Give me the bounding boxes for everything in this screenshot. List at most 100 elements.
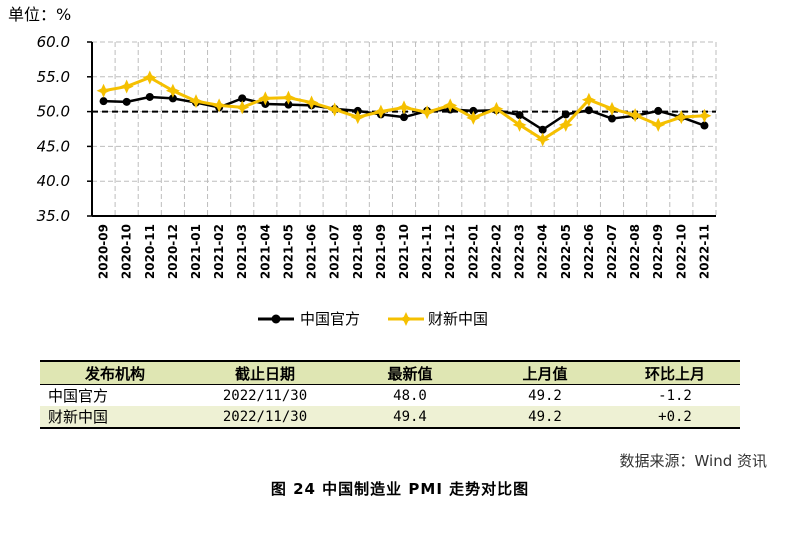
x-tick-label: 2020-12 [166,224,180,279]
x-tick-label: 2021-12 [443,224,457,279]
data-point [122,97,131,106]
data-point [373,104,388,119]
x-tick-label: 2021-09 [374,224,388,279]
data-point [142,70,157,85]
header-date: 截止日期 [190,360,340,385]
data-point [99,97,108,106]
data-point [466,110,481,125]
data-point [443,98,458,113]
cell-mom: +0.2 [610,406,740,429]
data-point [651,117,666,132]
header-previous: 上月值 [480,360,610,385]
data-point [145,92,154,101]
data-point [119,79,134,94]
x-tick-label: 2021-08 [351,224,365,279]
cell-publisher: 中国官方 [40,384,190,406]
data-point [535,132,550,147]
table-header-row: 发布机构 截止日期 最新值 上月值 环比上月 [40,360,740,385]
legend-label: 财新中国 [428,310,488,328]
x-tick-label: 2021-01 [189,224,203,279]
data-point [400,113,408,122]
cell-previous: 49.2 [480,406,610,429]
data-point [235,100,250,115]
data-point [420,105,435,120]
cell-latest: 48.0 [340,384,480,406]
data-point [512,117,527,132]
data-point [489,101,504,116]
x-axis-ticks: 2020-09 2020-10 2020-11 2020-12 2021-01 2021-… [97,224,712,279]
header-latest: 最新值 [340,360,480,385]
x-tick-label: 2020-09 [97,224,111,279]
x-tick-label: 2022-03 [513,224,527,279]
x-tick-label: 2022-04 [536,224,550,279]
data-point [212,98,227,113]
cell-date: 2022/11/30 [190,384,340,406]
x-tick-label: 2020-10 [120,224,134,279]
data-point [628,108,643,123]
cell-latest: 49.4 [340,406,480,429]
data-point [96,83,111,98]
data-point [281,90,296,105]
x-tick-label: 2022-06 [582,224,596,279]
data-point [654,106,663,115]
data-point [538,125,547,134]
data-point [558,117,573,132]
x-tick-label: 2021-03 [235,224,249,279]
data-point [165,83,180,98]
data-point [238,94,247,103]
cell-date: 2022/11/30 [190,406,340,429]
data-point [304,95,319,110]
y-tick-label: 50.0 [37,103,70,121]
series-lines [96,70,712,147]
data-point [515,111,524,120]
y-tick-label: 40.0 [37,172,70,190]
data-point [397,100,411,115]
x-tick-label: 2020-11 [143,224,157,279]
x-tick-label: 2021-07 [328,224,342,279]
data-point [697,108,712,123]
x-tick-label: 2022-01 [466,224,480,279]
y-tick-label: 35.0 [37,207,70,225]
data-point [168,94,177,103]
cell-publisher: 财新中国 [40,406,190,429]
x-tick-label: 2022-09 [651,224,665,279]
y-tick-label: 45.0 [37,137,70,155]
data-point [700,121,709,130]
x-tick-label: 2021-04 [258,224,272,279]
figure-caption: 图 24 中国制造业 PMI 走势对比图 [270,480,530,498]
data-point [674,110,689,125]
x-tick-label: 2022-11 [697,224,711,279]
table-row: 中国官方 2022/11/30 48.0 49.2 -1.2 [40,384,740,406]
data-point [350,110,365,125]
data-point [584,106,593,115]
chart-legend: 中国官方 财新中国 [258,310,488,328]
x-tick-label: 2022-10 [674,224,688,279]
data-point [605,101,619,116]
legend-marker [271,314,281,324]
chart-grid [92,41,717,216]
x-tick-label: 2022-07 [605,224,619,279]
y-tick-label: 55.0 [37,68,70,86]
x-tick-label: 2022-02 [489,224,503,279]
data-point [189,94,203,109]
header-publisher: 发布机构 [40,360,190,385]
y-tick-label: 60.0 [37,33,70,51]
pmi-line-chart: 单位：% 60.055.050.045.040.035.0 2020-09 202… [8,5,717,328]
x-tick-label: 2022-08 [628,224,642,279]
x-tick-label: 2021-02 [212,224,226,279]
y-axis-ticks: 60.0 55.0 50.0 45.0 40.0 35.0 [37,33,70,225]
data-point [561,110,570,119]
x-tick-label: 2021-06 [305,224,319,279]
x-tick-label: 2022-05 [559,224,573,279]
legend-label: 中国官方 [300,310,360,328]
data-point [581,92,596,107]
pmi-comparison-table: 发布机构 截止日期 最新值 上月值 环比上月 中国官方 2022/11/30 4… [40,360,740,429]
data-point [608,114,616,123]
data-source: 数据来源：Wind 资讯 [619,452,767,470]
x-tick-label: 2021-05 [281,224,295,279]
legend-marker [399,312,413,326]
header-mom: 环比上月 [610,360,740,385]
data-point [258,91,273,106]
cell-previous: 49.2 [480,384,610,406]
x-tick-label: 2021-10 [397,224,411,279]
